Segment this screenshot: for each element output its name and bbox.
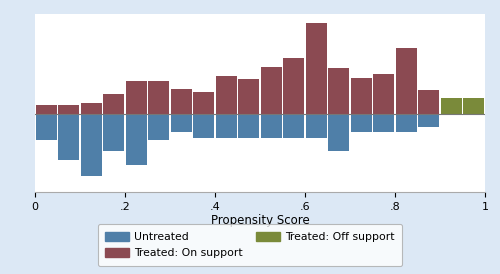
Bar <box>418 90 439 114</box>
Bar <box>171 114 192 132</box>
Bar <box>396 48 416 114</box>
Bar <box>351 114 372 132</box>
Bar <box>328 68 349 114</box>
Bar <box>36 105 56 114</box>
Bar <box>306 23 326 114</box>
Bar <box>284 114 304 138</box>
Bar <box>194 114 214 138</box>
Bar <box>126 114 146 165</box>
Bar <box>148 81 169 114</box>
Bar <box>148 114 169 140</box>
Bar <box>194 92 214 114</box>
Bar <box>306 114 326 138</box>
Bar <box>328 114 349 151</box>
Bar <box>374 74 394 114</box>
Legend: Untreated, Treated: On support, Treated: Off support: Untreated, Treated: On support, Treated:… <box>98 224 403 266</box>
Bar <box>36 114 56 140</box>
Bar <box>284 58 304 114</box>
Bar <box>351 78 372 114</box>
Bar <box>396 114 416 132</box>
Bar <box>81 103 102 114</box>
Bar <box>441 98 462 114</box>
Bar <box>171 89 192 114</box>
Bar <box>216 76 236 114</box>
Bar <box>104 94 124 114</box>
Bar <box>81 114 102 176</box>
Bar <box>58 105 79 114</box>
Bar <box>464 98 484 114</box>
Bar <box>58 114 79 160</box>
Bar <box>374 114 394 132</box>
Bar <box>261 114 281 138</box>
Bar <box>261 67 281 114</box>
Bar <box>104 114 124 151</box>
Bar <box>238 79 259 114</box>
X-axis label: Propensity Score: Propensity Score <box>210 214 310 227</box>
Bar <box>238 114 259 138</box>
Bar <box>216 114 236 138</box>
Bar <box>126 81 146 114</box>
Bar <box>418 114 439 127</box>
